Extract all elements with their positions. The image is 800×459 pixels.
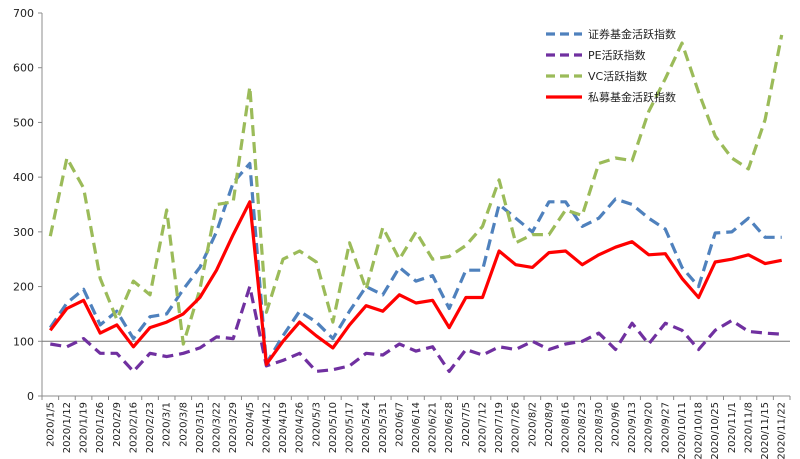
x-tick-label: 2020/9/6 bbox=[610, 402, 621, 447]
x-tick-label: 2020/5/31 bbox=[378, 402, 389, 453]
x-tick-labels: 2020/1/5 2020/1/12 2020/1/19 2020/1/26 2020/… bbox=[41, 396, 791, 459]
x-tick-label: 2020/9/20 bbox=[644, 402, 655, 453]
x-tick-label: 2020/1/5 bbox=[45, 402, 56, 447]
legend-label-1: 证券基金活跃指数 bbox=[588, 27, 676, 41]
x-tick-label: 2020/8/16 bbox=[561, 402, 572, 453]
x-tick-label: 2020/3/29 bbox=[228, 402, 239, 453]
series-lines bbox=[48, 34, 784, 373]
x-tick-label: 2020/11/15 bbox=[760, 402, 771, 459]
y-tick-label: 0 bbox=[27, 390, 34, 403]
x-tick-label: 2020/6/21 bbox=[428, 402, 439, 453]
series-line-4 bbox=[49, 200, 783, 366]
x-tick-label: 2020/10/25 bbox=[710, 402, 721, 459]
y-tick-label: 400 bbox=[13, 171, 34, 184]
x-tick-label: 2020/5/17 bbox=[345, 402, 356, 453]
x-tick-label: 2020/5/10 bbox=[328, 402, 339, 453]
x-tick-label: 2020/1/12 bbox=[62, 402, 73, 453]
series-line-3 bbox=[48, 34, 784, 346]
x-tick-label: 2020/3/15 bbox=[195, 402, 206, 453]
axes bbox=[41, 13, 790, 397]
x-tick-label: 2020/4/19 bbox=[278, 402, 289, 453]
x-tick-label: 2020/3/22 bbox=[212, 402, 223, 453]
x-tick-label: 2020/7/26 bbox=[511, 402, 522, 453]
x-tick-label: 2020/7/5 bbox=[461, 402, 472, 447]
x-tick-label: 2020/6/14 bbox=[411, 402, 422, 453]
x-tick-label: 2020/11/1 bbox=[727, 402, 738, 453]
x-tick-label: 2020/4/26 bbox=[295, 402, 306, 453]
x-tick-label: 2020/8/23 bbox=[577, 402, 588, 453]
y-tick-label: 300 bbox=[13, 226, 34, 239]
x-tick-label: 2020/1/26 bbox=[95, 402, 106, 453]
y-tick-labels: 0 100 200 300 400 500 600 700 bbox=[13, 7, 42, 403]
x-tick-label: 2020/2/16 bbox=[128, 402, 139, 453]
x-tick-label: 2020/2/9 bbox=[112, 402, 123, 447]
x-tick-label: 2020/7/19 bbox=[494, 402, 505, 453]
y-tick-label: 600 bbox=[13, 62, 34, 75]
x-tick-label: 2020/10/11 bbox=[677, 402, 688, 459]
x-tick-label: 2020/1/19 bbox=[79, 402, 90, 453]
y-tick-label: 700 bbox=[13, 7, 34, 20]
x-tick-label: 2020/7/12 bbox=[477, 402, 488, 453]
x-tick-label: 2020/11/22 bbox=[777, 402, 788, 459]
x-tick-label: 2020/6/7 bbox=[394, 402, 405, 447]
x-tick-label: 2020/6/28 bbox=[444, 402, 455, 453]
y-tick-label: 100 bbox=[13, 335, 34, 348]
x-tick-label: 2020/4/5 bbox=[245, 402, 256, 447]
x-tick-label: 2020/9/27 bbox=[660, 402, 671, 453]
legend-label-4: 私募基金活跃指数 bbox=[588, 90, 676, 104]
x-tick-label: 2020/8/9 bbox=[544, 402, 555, 447]
x-tick-label: 2020/5/3 bbox=[311, 402, 322, 447]
x-tick-label: 2020/3/8 bbox=[178, 402, 189, 447]
x-tick-label: 2020/11/8 bbox=[743, 402, 754, 453]
x-tick-label: 2020/5/24 bbox=[361, 402, 372, 453]
legend-label-2: PE活跃指数 bbox=[588, 48, 646, 62]
series-line-1 bbox=[48, 161, 782, 365]
x-tick-label: 2020/8/2 bbox=[527, 402, 538, 447]
x-tick-label: 2020/9/13 bbox=[627, 402, 638, 453]
y-tick-label: 500 bbox=[13, 116, 34, 129]
legend-label-3: VC活跃指数 bbox=[588, 69, 647, 83]
x-tick-label: 2020/10/18 bbox=[694, 402, 705, 459]
x-tick-label: 2020/3/1 bbox=[162, 402, 173, 447]
x-tick-label: 2020/8/30 bbox=[594, 402, 605, 453]
series-line-2 bbox=[50, 285, 782, 373]
x-tick-label: 2020/4/12 bbox=[261, 402, 272, 453]
y-tick-label: 200 bbox=[13, 281, 34, 294]
x-tick-label: 2020/2/23 bbox=[145, 402, 156, 453]
